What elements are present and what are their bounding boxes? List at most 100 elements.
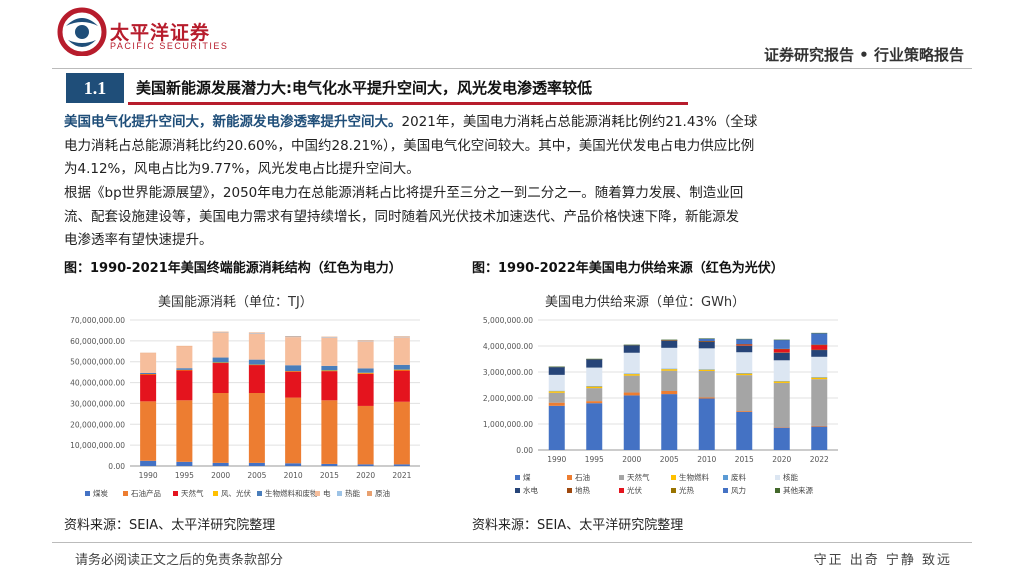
bar-segment <box>586 386 603 387</box>
bar-segment <box>623 352 640 374</box>
bar-segment <box>176 370 193 401</box>
bar-segment <box>811 426 828 450</box>
legend-label: 煤 <box>523 472 531 482</box>
x-tick-label: 1990 <box>139 471 158 480</box>
bar-segment <box>393 401 410 465</box>
y-tick-label: 1,000,000.00 <box>483 420 533 429</box>
energy-consumption-chart: 0.00 10,000,000.00 20,000,000.00 30,000,000… <box>70 316 420 498</box>
bar-segment <box>698 338 715 342</box>
legend-label: 热能 <box>345 488 360 498</box>
legend-label: 石油产品 <box>131 488 161 498</box>
y-tick-label: 0.00 <box>516 446 533 455</box>
legend-swatch <box>723 475 728 480</box>
bar-segment <box>321 370 338 372</box>
bar-segment <box>357 373 374 406</box>
x-tick-label: 1990 <box>547 455 566 464</box>
bar-segment <box>623 345 640 353</box>
bar-segment <box>586 359 603 360</box>
x-tick-label: 2015 <box>735 455 754 464</box>
bar-segment <box>736 338 753 340</box>
x-tick-label: 2000 <box>211 471 230 480</box>
bar-segment <box>393 336 410 337</box>
paragraph-1-line-2: 电力消耗占总能源消耗比约20.60%，中国约28.21%），美国电气化空间较大。… <box>64 137 755 154</box>
paragraph-2-line-1: 根据《bp世界能源展望》，2050年电力在总能源消耗占比将提升至三分之一到二分之… <box>64 185 744 201</box>
bar-segment <box>661 339 678 341</box>
bar-segment <box>176 368 193 370</box>
bar-segment <box>773 427 790 428</box>
y-tick-label: 20,000,000.00 <box>70 420 125 429</box>
bar-segment <box>586 367 603 387</box>
left-figure-source: 资料来源：SEIA、太平洋研究院整理 <box>64 518 276 533</box>
section-title-underline <box>128 102 688 105</box>
bar-segment <box>736 373 753 376</box>
bar-segment <box>736 352 753 374</box>
bar-segment <box>140 352 157 354</box>
bar-segment <box>357 405 374 465</box>
bar-segment <box>248 333 265 360</box>
y-tick-label: 10,000,000.00 <box>70 441 125 450</box>
legend-label: 天然气 <box>181 488 204 498</box>
bar-segment <box>586 388 603 402</box>
legend-swatch <box>515 488 520 493</box>
paragraph-2: 根据《bp世界能源展望》，2050年电力在总能源消耗占比将提升至三分之一到二分之… <box>64 182 949 253</box>
bar-segment <box>357 340 374 341</box>
x-tick-label: 2015 <box>320 471 339 480</box>
bar-segment <box>176 369 193 371</box>
bar-segment <box>248 364 265 393</box>
legend-label: 地热 <box>575 485 590 495</box>
bar-segment <box>623 374 640 376</box>
bar-segment <box>248 364 265 366</box>
footer-disclaimer: 请务必阅读正文之后的免责条款部分 <box>75 553 284 568</box>
legend-swatch <box>337 491 342 496</box>
bar-segment <box>357 341 374 369</box>
bar-segment <box>698 341 715 349</box>
bar-segment <box>548 392 565 403</box>
x-tick-label: 2000 <box>622 455 641 464</box>
legend-swatch <box>671 488 676 493</box>
legend-label: 煤炭 <box>93 488 108 498</box>
legend-label: 核能 <box>783 472 798 482</box>
legend-label: 石油 <box>575 472 590 482</box>
bar-segment <box>736 344 753 346</box>
paragraph-2-line-2: 流、配套设施建设等，美国电力需求有望持续增长，同时随着风光伏技术加速迭代、产品价… <box>64 208 739 225</box>
legend-label: 生物燃料和废物 <box>265 488 318 498</box>
pacific-securities-logo <box>57 7 107 56</box>
legend-swatch <box>257 491 262 496</box>
bar-segment <box>736 375 753 411</box>
bar-segment <box>321 400 338 464</box>
bar-segment <box>393 370 410 402</box>
legend-swatch <box>85 491 90 496</box>
bar-segment <box>393 337 410 365</box>
bar-segment <box>321 371 338 401</box>
footer-divider <box>52 542 972 543</box>
bar-segment <box>393 464 410 466</box>
bar-segment <box>248 462 265 466</box>
bar-segment <box>212 362 229 393</box>
bar-segment <box>586 401 603 404</box>
bar-segment <box>736 345 753 346</box>
bar-segment <box>212 332 229 333</box>
paragraph-1: 美国电气化提升空间大，新能源发电渗透率提升空间大。2021年，美国电力消耗占总能… <box>64 111 949 182</box>
bar-segment <box>212 362 229 364</box>
bar-segment <box>811 332 828 334</box>
y-tick-label: 0.00 <box>108 462 125 471</box>
bar-segment <box>548 374 565 391</box>
x-tick-label: 1995 <box>175 471 194 480</box>
bar-segment <box>811 344 828 350</box>
legend-swatch <box>173 491 178 496</box>
bar-segment <box>548 390 565 392</box>
legend-label: 电 <box>323 488 331 498</box>
bar-segment <box>661 340 678 348</box>
bar-segment <box>212 332 229 358</box>
bar-segment <box>698 370 715 398</box>
bar-segment <box>736 373 753 374</box>
legend-label: 天然气 <box>627 472 650 482</box>
bar-segment <box>661 390 678 395</box>
bar-segment <box>661 370 678 391</box>
bar-segment <box>811 377 828 378</box>
bar-segment <box>586 386 603 389</box>
bar-segment <box>773 381 790 383</box>
paragraph-2-line-3: 电渗透率有望快速提升。 <box>64 232 213 248</box>
left-chart-title: 美国能源消耗（单位：TJ） <box>158 295 313 310</box>
bar-segment <box>285 336 302 338</box>
